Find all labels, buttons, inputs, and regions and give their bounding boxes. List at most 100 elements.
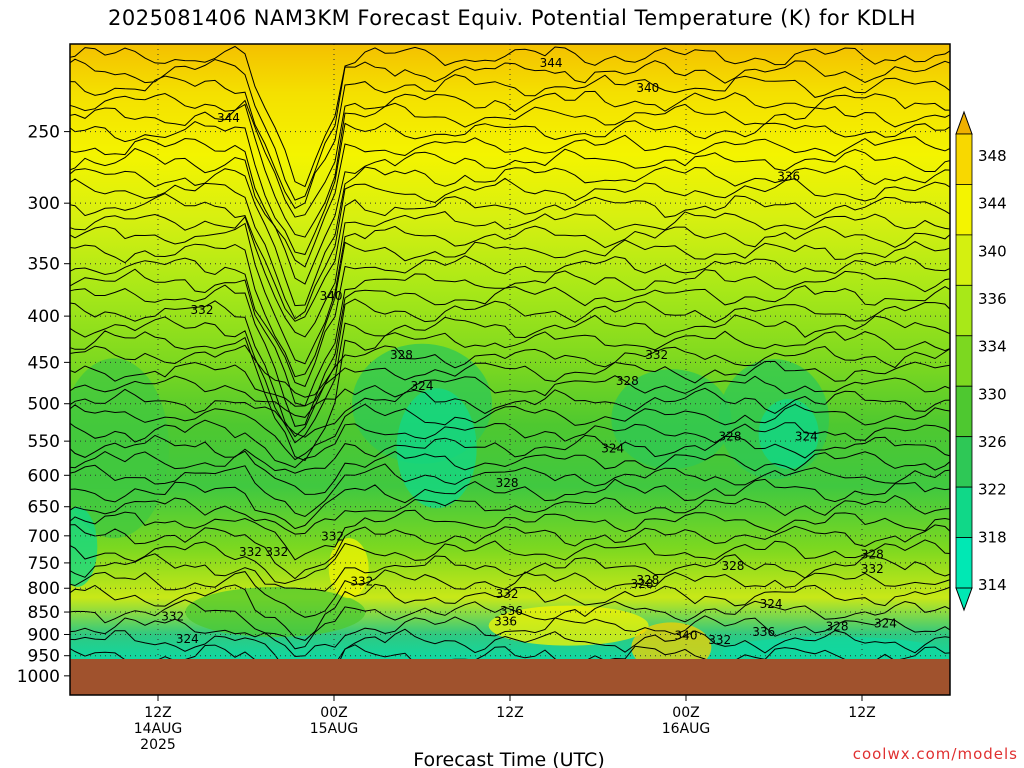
colorbar-label: 334 bbox=[978, 338, 1007, 356]
colorbar-segment bbox=[955, 234, 973, 286]
field-feature bbox=[611, 369, 732, 470]
y-tick-label: 350 bbox=[28, 255, 60, 275]
contour-line bbox=[70, 375, 950, 418]
contour-label: 340 bbox=[320, 289, 343, 303]
y-tick-label: 700 bbox=[28, 527, 60, 547]
colorbar-segment bbox=[955, 537, 973, 589]
y-axis: 2503003504004505005506006507007508008509… bbox=[17, 123, 70, 687]
contour-line bbox=[70, 314, 950, 444]
contour-line bbox=[70, 539, 950, 585]
colorbar-label: 322 bbox=[978, 481, 1007, 499]
contour-line bbox=[70, 165, 950, 307]
contour-label: 332 bbox=[496, 587, 519, 601]
contour-line bbox=[70, 120, 950, 256]
colorbar-label: 348 bbox=[978, 147, 1007, 165]
contour-line bbox=[70, 222, 950, 365]
contour-label: 328 bbox=[636, 573, 659, 587]
colorbar-label: 344 bbox=[978, 195, 1007, 213]
contour-line bbox=[70, 478, 950, 530]
contour-label: 332 bbox=[239, 545, 262, 559]
x-tick-label: 16AUG bbox=[662, 721, 711, 737]
contour-label: 324 bbox=[411, 379, 434, 393]
contour-label: 336 bbox=[777, 169, 800, 183]
contour-label: 328 bbox=[616, 374, 639, 388]
contour-line bbox=[70, 403, 950, 461]
contour-label: 324 bbox=[874, 616, 897, 630]
contour-line bbox=[70, 239, 950, 378]
contour-line bbox=[70, 74, 950, 209]
colorbar-segment bbox=[955, 284, 973, 337]
field-background bbox=[70, 44, 950, 659]
contour-line bbox=[70, 344, 950, 398]
y-tick-label: 800 bbox=[28, 579, 60, 599]
contour-label: 328 bbox=[390, 348, 413, 362]
contour-label: 340 bbox=[675, 629, 698, 643]
contour-line bbox=[70, 360, 950, 407]
x-tick-label: 2025 bbox=[140, 737, 176, 753]
colorbar-label: 314 bbox=[978, 576, 1007, 594]
contour-label: 328 bbox=[631, 577, 654, 591]
colorbar-label: 330 bbox=[978, 385, 1007, 403]
contour-label: 332 bbox=[708, 633, 731, 647]
x-tick-label: 00Z bbox=[672, 705, 699, 721]
contour-label: 324 bbox=[795, 429, 818, 443]
grid-lines bbox=[70, 44, 950, 659]
contour-label: 328 bbox=[826, 620, 849, 634]
contour-label: 336 bbox=[752, 625, 775, 639]
contour-label: 332 bbox=[161, 609, 184, 623]
contour-line bbox=[70, 419, 950, 469]
y-tick-label: 300 bbox=[28, 194, 60, 214]
credit-link[interactable]: coolwx.com/models bbox=[852, 745, 1018, 763]
y-tick-label: 950 bbox=[28, 647, 60, 667]
contour-label: 324 bbox=[760, 597, 783, 611]
contour-line bbox=[70, 330, 950, 462]
y-tick-label: 450 bbox=[28, 353, 60, 373]
contour-label: 332 bbox=[191, 303, 214, 317]
field-feature bbox=[396, 388, 477, 509]
contour-line bbox=[70, 58, 950, 201]
y-tick-label: 850 bbox=[28, 603, 60, 623]
x-tick-label: 14AUG bbox=[134, 721, 183, 737]
contour-line bbox=[70, 177, 950, 320]
contour-label: 328 bbox=[719, 429, 742, 443]
contour-line bbox=[70, 628, 950, 659]
y-tick-label: 900 bbox=[28, 625, 60, 645]
x-tick-label: 15AUG bbox=[310, 721, 359, 737]
colorbar: 348 344 340 336 334 330 326 322 318 314 bbox=[955, 110, 1007, 612]
colorbar-segment bbox=[955, 385, 973, 438]
contour-line bbox=[70, 583, 950, 641]
y-tick-label: 550 bbox=[28, 432, 60, 452]
contour-line bbox=[70, 134, 950, 268]
colorbar-label: 336 bbox=[978, 290, 1007, 308]
contour-label: 340 bbox=[636, 81, 659, 95]
contour-label: 324 bbox=[176, 632, 199, 646]
contour-label: 324 bbox=[601, 441, 624, 455]
contour-line bbox=[70, 298, 950, 438]
contour-label: 328 bbox=[861, 548, 884, 562]
contour-line bbox=[70, 463, 950, 518]
contour-line bbox=[70, 90, 950, 218]
y-tick-label: 500 bbox=[28, 395, 60, 415]
colorbar-label: 318 bbox=[978, 528, 1007, 546]
contour-line bbox=[70, 102, 950, 238]
y-tick-label: 650 bbox=[28, 498, 60, 518]
contour-line bbox=[70, 434, 950, 474]
field-feature bbox=[70, 506, 98, 587]
contour-line bbox=[70, 268, 950, 407]
contour-line bbox=[70, 569, 950, 618]
contour-line bbox=[70, 284, 950, 427]
contour-line bbox=[70, 255, 950, 388]
contour-label: 332 bbox=[265, 545, 288, 559]
colorbar-extend-bottom bbox=[955, 587, 973, 612]
y-tick-label: 600 bbox=[28, 466, 60, 486]
x-tick-label: 12Z bbox=[848, 705, 875, 721]
contour-line bbox=[70, 524, 950, 580]
x-tick-label: 12Z bbox=[496, 705, 523, 721]
y-tick-label: 250 bbox=[28, 123, 60, 143]
contour-line bbox=[70, 644, 950, 659]
contour-line bbox=[70, 615, 950, 658]
colorbar-segment bbox=[955, 184, 973, 236]
colorbar-label: 340 bbox=[978, 242, 1007, 260]
